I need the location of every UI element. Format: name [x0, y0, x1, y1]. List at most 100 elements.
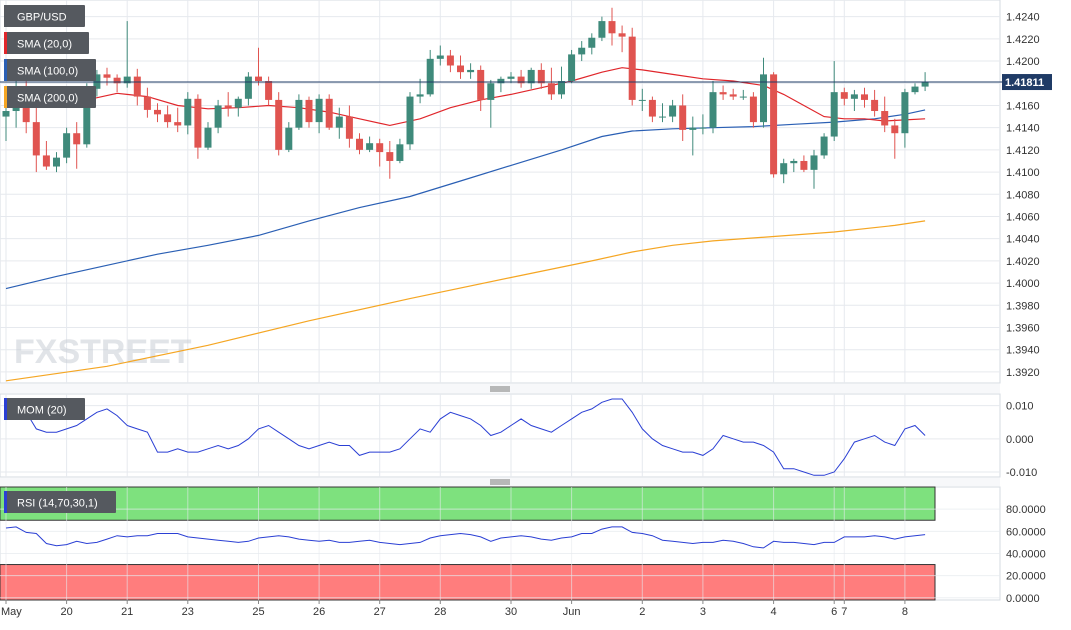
candle	[345, 105, 353, 148]
candle-body	[760, 74, 767, 123]
candle	[689, 116, 697, 156]
candle	[194, 94, 202, 159]
candle-body	[487, 83, 495, 100]
candle	[73, 122, 81, 169]
candle-body	[689, 127, 697, 130]
rsi-axis: 80.0000 60.0000 40.0000 20.0000 0.0000	[1006, 504, 1046, 605]
candle-body	[911, 86, 919, 93]
candle	[830, 61, 838, 141]
candle	[840, 87, 848, 106]
candle	[457, 55, 464, 79]
candle-body	[800, 160, 808, 170]
candle	[618, 25, 626, 53]
price-tick-label: 1.4000	[1006, 278, 1040, 290]
rsi-tick-label: 60.0000	[1006, 526, 1046, 538]
price-tick-label: 1.4020	[1006, 256, 1040, 268]
legend-sma-100[interactable]: SMA (100,0)	[4, 59, 96, 81]
candle-body	[42, 155, 50, 167]
rsi-label: RSI (14,70,30,1)	[17, 498, 98, 510]
time-tick-label: 21	[121, 606, 133, 618]
candle-body	[679, 105, 687, 130]
candle	[507, 72, 515, 84]
candle-body	[214, 105, 222, 128]
sma-20-path	[5, 67, 926, 127]
panel-resize-handle-2[interactable]	[0, 478, 1000, 486]
price-tick-label: 1.4080	[1006, 189, 1040, 201]
candle-body	[850, 94, 858, 99]
candle-body	[123, 76, 131, 84]
candle	[588, 33, 596, 55]
candle-body	[204, 127, 212, 148]
candle-body	[770, 74, 778, 175]
candle-body	[174, 122, 182, 126]
legend-symbol[interactable]: GBP/USD	[4, 5, 85, 27]
candle	[729, 88, 737, 100]
candle-body	[416, 94, 424, 97]
candle-body	[83, 88, 91, 145]
legend-sma-20[interactable]: SMA (20,0)	[4, 32, 89, 54]
candle-body	[729, 94, 737, 97]
momentum-label: MOM (20)	[17, 405, 67, 417]
time-tick-label: 2	[639, 606, 645, 618]
candle-body	[436, 55, 444, 59]
candle-body	[537, 69, 545, 84]
candle	[608, 7, 616, 46]
rsi-path	[5, 526, 926, 549]
price-tick-label: 1.4100	[1006, 167, 1040, 179]
candle	[275, 92, 283, 156]
rsi-tick-label: 80.0000	[1006, 504, 1046, 516]
symbol-label: GBP/USD	[17, 12, 67, 24]
time-tick-label: 30	[505, 606, 517, 618]
sma-200-line	[5, 220, 926, 382]
candle-body	[194, 98, 202, 148]
candle	[477, 65, 485, 112]
candle-body	[467, 69, 475, 73]
candle	[386, 140, 394, 179]
candle-body	[739, 96, 747, 98]
rsi-line	[5, 526, 926, 549]
candle	[861, 87, 868, 108]
candle-body	[366, 143, 374, 150]
legend-momentum[interactable]: MOM (20)	[4, 398, 85, 420]
candle-body	[840, 92, 848, 99]
candle-body	[638, 99, 646, 101]
candle	[244, 72, 252, 106]
candle	[32, 105, 40, 173]
candle-body	[709, 92, 717, 128]
candle-body	[63, 133, 71, 158]
candle-body	[305, 99, 313, 123]
candle-body	[154, 109, 161, 115]
candle-body	[234, 98, 242, 108]
candle-body	[406, 96, 414, 145]
legend-sma-200[interactable]: SMA (200,0)	[4, 86, 96, 108]
candle-body	[871, 99, 879, 112]
rsi-oversold-zone	[0, 564, 936, 601]
candle	[426, 49, 434, 97]
candle	[487, 79, 495, 128]
candle	[699, 114, 707, 135]
candle	[628, 27, 636, 106]
candle-body	[790, 160, 798, 164]
candle	[305, 96, 313, 128]
candle-body	[275, 99, 283, 150]
sma-100-line	[5, 109, 926, 290]
panel-resize-handle-1[interactable]	[0, 384, 1000, 393]
candle	[154, 103, 161, 123]
candle	[669, 99, 677, 123]
candle-body	[659, 116, 666, 118]
candle	[881, 96, 889, 133]
candle-body	[325, 98, 333, 128]
time-tick-label: 4	[771, 606, 777, 618]
price-tick-label: 1.4240	[1006, 12, 1040, 24]
candle-body	[184, 98, 192, 126]
rsi-panel: 80.0000 60.0000 40.0000 20.0000 0.0000 RSI (…	[0, 486, 1046, 605]
candle-body	[73, 133, 81, 145]
rsi-tick-label: 40.0000	[1006, 548, 1046, 560]
candle	[648, 96, 656, 123]
rsi-overbought-zone	[0, 486, 936, 521]
candle	[800, 155, 808, 173]
price-tick-label: 1.4120	[1006, 145, 1040, 157]
candle	[143, 87, 151, 118]
legend-rsi[interactable]: RSI (14,70,30,1)	[4, 491, 116, 513]
price-tick-label: 1.4040	[1006, 234, 1040, 246]
